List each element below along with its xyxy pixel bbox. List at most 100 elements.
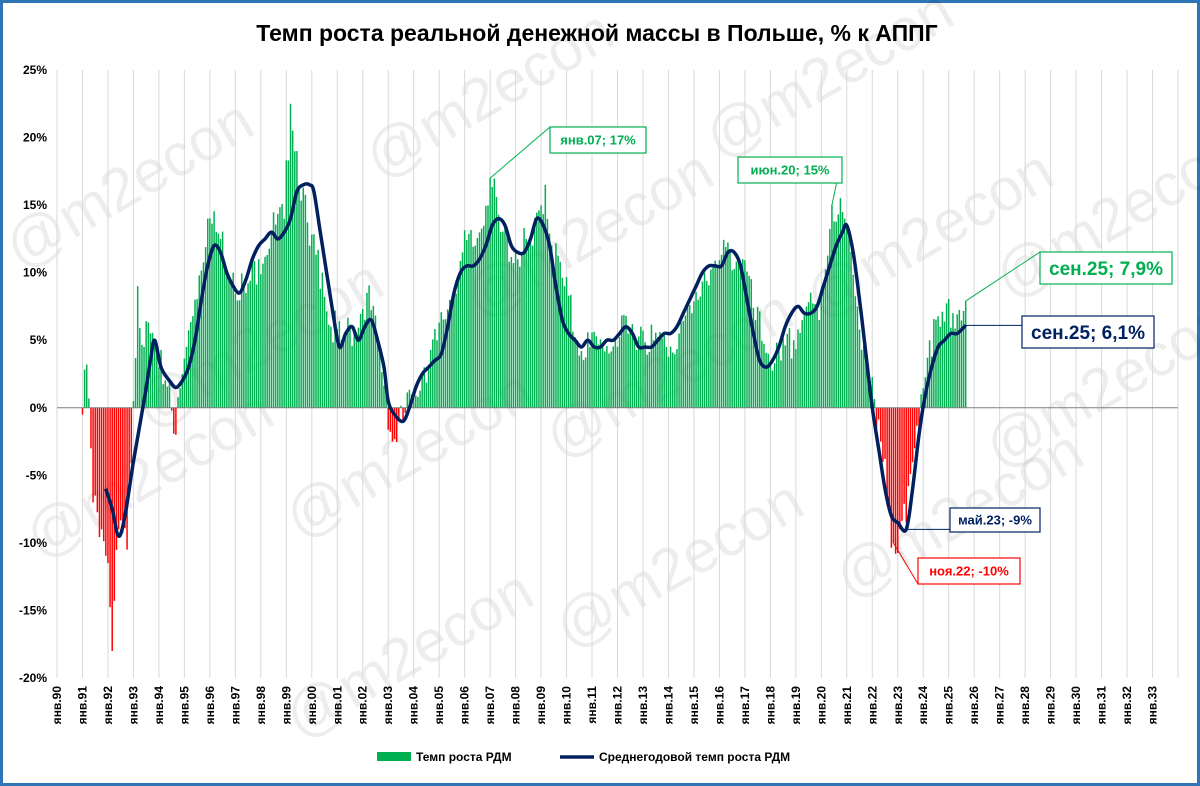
bar	[391, 407, 394, 442]
bar	[659, 332, 661, 408]
bar	[930, 356, 933, 408]
bar	[786, 333, 789, 408]
bar	[251, 260, 254, 408]
bar	[402, 407, 404, 422]
legend-label-bars: Темп роста РДМ	[416, 750, 512, 764]
bar	[446, 309, 449, 408]
line-series	[104, 182, 967, 538]
bar	[451, 302, 453, 408]
bar	[353, 326, 355, 408]
x-tick-label: янв.27	[993, 686, 1007, 725]
bar	[395, 407, 398, 443]
bar	[234, 293, 237, 408]
x-tick-label: янв.29	[1044, 686, 1058, 725]
bar	[406, 392, 409, 408]
bar	[691, 313, 693, 408]
x-tick-label: янв.32	[1120, 686, 1134, 725]
bar	[480, 228, 483, 408]
bar	[648, 351, 651, 408]
bar	[816, 305, 818, 408]
bar	[285, 160, 288, 408]
bar	[812, 303, 814, 408]
bar	[831, 205, 833, 408]
bar	[442, 319, 445, 408]
bar	[223, 266, 226, 408]
bar	[111, 407, 113, 651]
bar	[102, 407, 105, 542]
bar	[746, 271, 748, 408]
bar	[457, 281, 460, 408]
bar	[173, 407, 175, 434]
bar	[417, 396, 419, 408]
bar	[803, 315, 806, 408]
bar	[253, 261, 256, 408]
bar	[610, 351, 612, 408]
bar	[671, 352, 674, 408]
bar	[877, 407, 880, 420]
bar	[725, 247, 727, 408]
bar	[947, 299, 950, 408]
bar	[130, 407, 133, 464]
bar	[483, 225, 485, 408]
y-tick-label: 25%	[23, 63, 47, 77]
bar	[591, 332, 593, 408]
bar	[593, 331, 595, 408]
x-tick-label: янв.30	[1069, 686, 1083, 725]
bar	[364, 319, 366, 408]
bar	[809, 292, 812, 408]
x-tick-label: янв.99	[279, 686, 293, 725]
annotation-label: сен.25; 6,1%	[1031, 323, 1145, 344]
bar	[761, 340, 763, 408]
bar	[854, 296, 857, 408]
bar	[561, 277, 564, 408]
bar	[470, 230, 472, 408]
bar	[122, 407, 124, 533]
bar	[264, 256, 266, 408]
bar	[347, 317, 349, 408]
bar	[107, 407, 109, 564]
x-tick-label: янв.28	[1018, 686, 1032, 725]
bar	[714, 260, 716, 408]
bar	[935, 319, 937, 408]
bar	[529, 241, 532, 408]
bar	[945, 303, 948, 408]
annotation-leader	[489, 126, 551, 179]
bar	[387, 407, 389, 430]
bar	[540, 205, 542, 408]
bar	[553, 267, 555, 408]
bar	[213, 211, 215, 408]
bar	[325, 311, 328, 408]
x-tick-label: янв.20	[814, 686, 828, 725]
bar	[226, 269, 228, 408]
bar	[139, 328, 141, 408]
bar	[361, 309, 364, 408]
bar	[780, 360, 782, 408]
bar	[797, 329, 799, 408]
bar	[820, 295, 823, 408]
bar	[429, 349, 432, 408]
bar	[198, 275, 200, 408]
bar	[712, 267, 714, 408]
bar	[321, 272, 324, 408]
bar	[349, 324, 351, 408]
bar	[453, 291, 455, 408]
bar	[381, 372, 383, 408]
bar	[238, 300, 241, 408]
bar	[478, 232, 481, 408]
bar	[432, 339, 434, 408]
x-tick-label: янв.00	[305, 686, 319, 725]
bar	[557, 255, 559, 408]
bar	[606, 345, 608, 408]
x-tick-label: янв.31	[1095, 686, 1109, 725]
annotation-label: май.23; -9%	[958, 513, 1032, 528]
bar	[954, 328, 956, 408]
x-tick-label: янв.96	[203, 686, 217, 725]
bar	[584, 357, 587, 408]
bar	[595, 336, 598, 408]
bar	[623, 314, 625, 408]
bar	[748, 275, 750, 408]
bar	[385, 394, 387, 408]
bar	[495, 196, 498, 408]
x-tick-label: янв.22	[865, 686, 879, 725]
x-tick-label: янв.13	[636, 686, 650, 725]
